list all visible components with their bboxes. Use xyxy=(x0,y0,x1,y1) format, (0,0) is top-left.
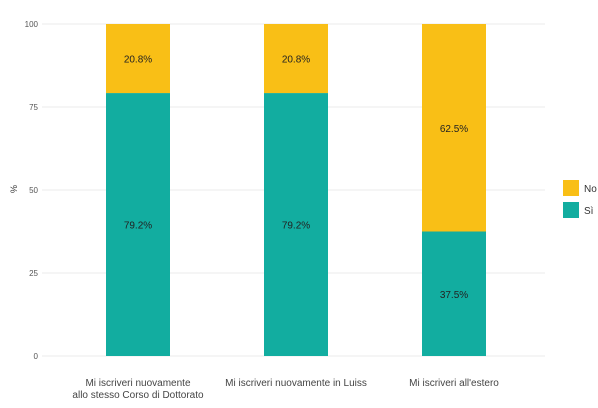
y-tick-label: 0 xyxy=(34,352,39,361)
y-axis: 0 25 50 75 100 xyxy=(25,20,39,361)
legend-swatch xyxy=(563,202,579,218)
x-tick-label: Mi iscriveri all'estero xyxy=(409,378,499,389)
legend-label: Sì xyxy=(584,206,594,217)
data-label: 62.5% xyxy=(440,124,468,135)
bars: 79.2% 20.8% 79.2% 20.8% 37.5% 62.5% xyxy=(106,24,486,356)
x-tick-label: Mi iscriveri nuovamente in Luiss xyxy=(225,378,367,389)
y-tick-label: 100 xyxy=(25,20,39,29)
data-label: 20.8% xyxy=(124,55,152,66)
y-tick-label: 25 xyxy=(29,269,38,278)
y-tick-label: 75 xyxy=(29,103,38,112)
x-tick-label: Mi iscriveri nuovamente xyxy=(85,378,190,389)
data-label: 79.2% xyxy=(282,221,310,232)
data-label: 20.8% xyxy=(282,55,310,66)
bar-segment xyxy=(106,93,170,356)
data-label: 37.5% xyxy=(440,290,468,301)
legend-label: No xyxy=(584,184,597,195)
legend: No Sì xyxy=(563,180,597,218)
legend-swatch xyxy=(563,180,579,196)
data-label: 79.2% xyxy=(124,221,152,232)
bar-segment xyxy=(106,24,170,94)
y-tick-label: 50 xyxy=(29,186,38,195)
bar-segment xyxy=(422,231,486,356)
bar-segment xyxy=(264,93,328,356)
bar-segment xyxy=(264,24,328,94)
y-axis-label: % xyxy=(9,185,19,193)
x-tick-label: allo stesso Corso di Dottorato xyxy=(72,390,204,401)
bar-segment xyxy=(422,24,486,232)
